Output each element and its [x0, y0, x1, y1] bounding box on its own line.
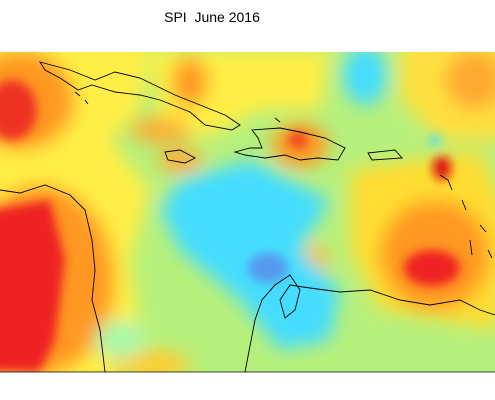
coast-hispaniola: [233, 127, 346, 161]
blob-red: [0, 80, 37, 140]
spi-field: [0, 52, 495, 372]
coastlines: [0, 61, 495, 372]
coast-south-america: [244, 274, 495, 372]
blob-orange: [130, 118, 190, 142]
coast-puerto-rico: [367, 149, 403, 161]
blob-lightgreen: [95, 320, 145, 360]
coast-islands: [74, 91, 281, 123]
coast-jamaica: [164, 149, 196, 164]
blob-red: [288, 132, 308, 148]
blob-red: [404, 250, 460, 286]
blob-red: [0, 200, 65, 372]
blob-orange: [445, 52, 495, 110]
blob-cyan: [343, 52, 387, 105]
blob-red: [433, 156, 451, 180]
blob-orange: [158, 148, 202, 172]
blob-cyan: [160, 160, 340, 350]
blob-cyan: [429, 135, 441, 145]
map-title: SPI June 2016: [164, 9, 260, 25]
coast-lesser-antilles: [439, 174, 493, 259]
blob-blue: [248, 253, 288, 283]
coast-central-america: [0, 184, 106, 372]
spi-cores: [0, 80, 460, 372]
coast-cuba: [39, 61, 241, 131]
blob-orange: [172, 57, 208, 107]
